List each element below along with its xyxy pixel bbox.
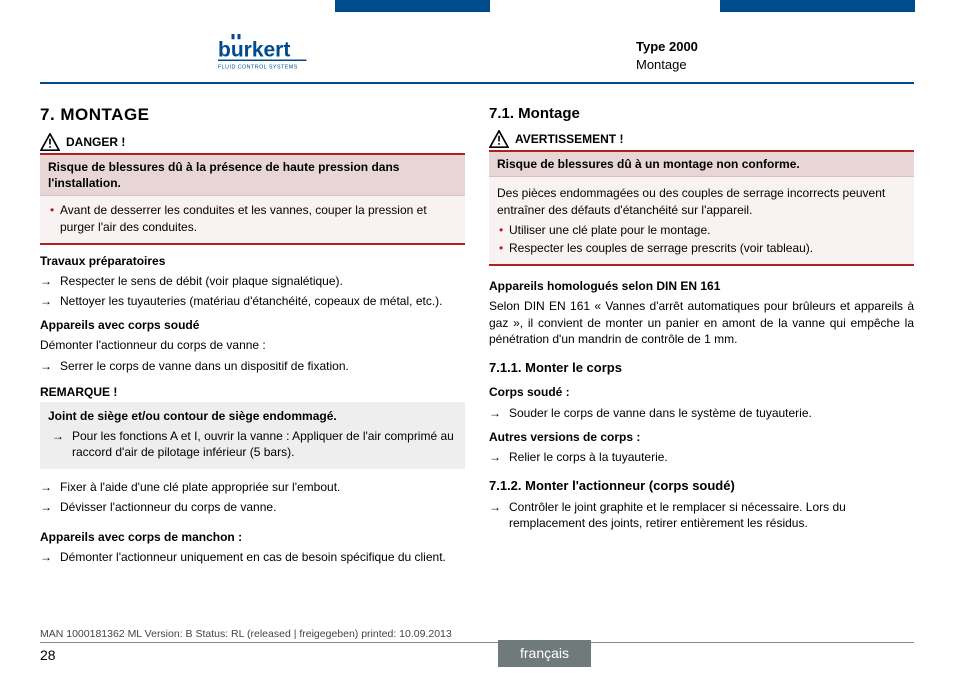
warning-label: AVERTISSEMENT ! bbox=[515, 131, 623, 147]
warning-body: Des pièces endommagées ou des couples de… bbox=[489, 177, 914, 264]
body-welded-heading: Corps soudé : bbox=[489, 384, 914, 400]
sleeve-list: Démonter l'actionneur uniquement en cas … bbox=[40, 549, 465, 565]
post-note-list: Fixer à l'aide d'une clé plate approprié… bbox=[40, 479, 465, 515]
accent-seg-2 bbox=[720, 0, 915, 12]
note-line: Pour les fonctions A et I, ouvrir la van… bbox=[48, 428, 457, 460]
actuator-list: Contrôler le joint graphite et le rempla… bbox=[489, 499, 914, 531]
danger-body: Avant de desserrer les conduites et les … bbox=[40, 196, 465, 242]
page-header: burkert FLUID CONTROL SYSTEMS Type 2000 … bbox=[40, 28, 914, 84]
section-heading-7-1-1: 7.1.1. Monter le corps bbox=[489, 359, 914, 377]
welded-item: Serrer le corps de vanne dans un disposi… bbox=[40, 358, 465, 374]
danger-header: DANGER ! bbox=[40, 133, 465, 151]
danger-label: DANGER ! bbox=[66, 134, 125, 150]
section-heading-7: 7. MONTAGE bbox=[40, 104, 465, 127]
body-other-item: Relier le corps à la tuyauterie. bbox=[489, 449, 914, 465]
welded-intro: Démonter l'actionneur du corps de vanne … bbox=[40, 337, 465, 353]
body-other-heading: Autres versions de corps : bbox=[489, 429, 914, 445]
warning-box: Risque de blessures dû à un montage non … bbox=[489, 150, 914, 266]
body-other-list: Relier le corps à la tuyauterie. bbox=[489, 449, 914, 465]
right-column: 7.1. Montage AVERTISSEMENT ! Risque de b… bbox=[489, 96, 914, 637]
warning-intro: Des pièces endommagées ou des couples de… bbox=[497, 185, 906, 217]
actuator-item: Contrôler le joint graphite et le rempla… bbox=[489, 499, 914, 531]
danger-box: Risque de blessures dû à la présence de … bbox=[40, 153, 465, 245]
body-welded-item: Souder le corps de vanne dans le système… bbox=[489, 405, 914, 421]
page-number: 28 bbox=[40, 646, 56, 665]
warning-item: Utiliser une clé plate pour le montage. bbox=[497, 222, 906, 238]
prep-list: Respecter le sens de débit (voir plaque … bbox=[40, 273, 465, 309]
danger-item: Avant de desserrer les conduites et les … bbox=[48, 202, 457, 234]
header-section: Montage bbox=[636, 56, 698, 74]
top-accent-bar bbox=[0, 0, 954, 30]
footer-meta: MAN 1000181362 ML Version: B Status: RL … bbox=[40, 627, 914, 643]
brand-logo: burkert FLUID CONTROL SYSTEMS bbox=[218, 34, 338, 80]
welded-list: Serrer le corps de vanne dans un disposi… bbox=[40, 358, 465, 374]
prep-item: Nettoyer les tuyauteries (matériau d'éta… bbox=[40, 293, 465, 309]
left-column: 7. MONTAGE DANGER ! Risque de blessures … bbox=[40, 96, 465, 637]
sleeve-item: Démonter l'actionneur uniquement en cas … bbox=[40, 549, 465, 565]
prep-item: Respecter le sens de débit (voir plaque … bbox=[40, 273, 465, 289]
warning-title: Risque de blessures dû à un montage non … bbox=[489, 152, 914, 177]
warning-header: AVERTISSEMENT ! bbox=[489, 130, 914, 148]
section-heading-7-1-2: 7.1.2. Monter l'actionneur (corps soudé) bbox=[489, 477, 914, 495]
sleeve-heading: Appareils avec corps de manchon : bbox=[40, 529, 465, 545]
warning-item: Respecter les couples de serrage prescri… bbox=[497, 240, 906, 256]
body-welded-list: Souder le corps de vanne dans le système… bbox=[489, 405, 914, 421]
language-tab: français bbox=[498, 640, 591, 667]
warning-triangle-icon bbox=[489, 130, 509, 148]
din-text: Selon DIN EN 161 « Vannes d'arrêt automa… bbox=[489, 298, 914, 347]
svg-text:burkert: burkert bbox=[218, 39, 290, 62]
note-title: Joint de siège et/ou contour de siège en… bbox=[48, 408, 457, 424]
post-note-item: Fixer à l'aide d'une clé plate approprié… bbox=[40, 479, 465, 495]
din-heading: Appareils homologués selon DIN EN 161 bbox=[489, 278, 914, 294]
warning-triangle-icon bbox=[40, 133, 60, 151]
section-heading-7-1: 7.1. Montage bbox=[489, 104, 914, 124]
product-type: Type 2000 bbox=[636, 38, 698, 56]
note-label: REMARQUE ! bbox=[40, 384, 465, 400]
post-note-item: Dévisser l'actionneur du corps de vanne. bbox=[40, 499, 465, 515]
header-meta: Type 2000 Montage bbox=[636, 38, 698, 73]
svg-text:FLUID CONTROL SYSTEMS: FLUID CONTROL SYSTEMS bbox=[218, 65, 298, 71]
danger-title: Risque de blessures dû à la présence de … bbox=[40, 155, 465, 196]
note-box: Joint de siège et/ou contour de siège en… bbox=[40, 402, 465, 469]
prep-heading: Travaux préparatoires bbox=[40, 253, 465, 269]
accent-seg-1 bbox=[335, 0, 490, 12]
content-area: 7. MONTAGE DANGER ! Risque de blessures … bbox=[40, 96, 914, 637]
welded-heading: Appareils avec corps soudé bbox=[40, 317, 465, 333]
